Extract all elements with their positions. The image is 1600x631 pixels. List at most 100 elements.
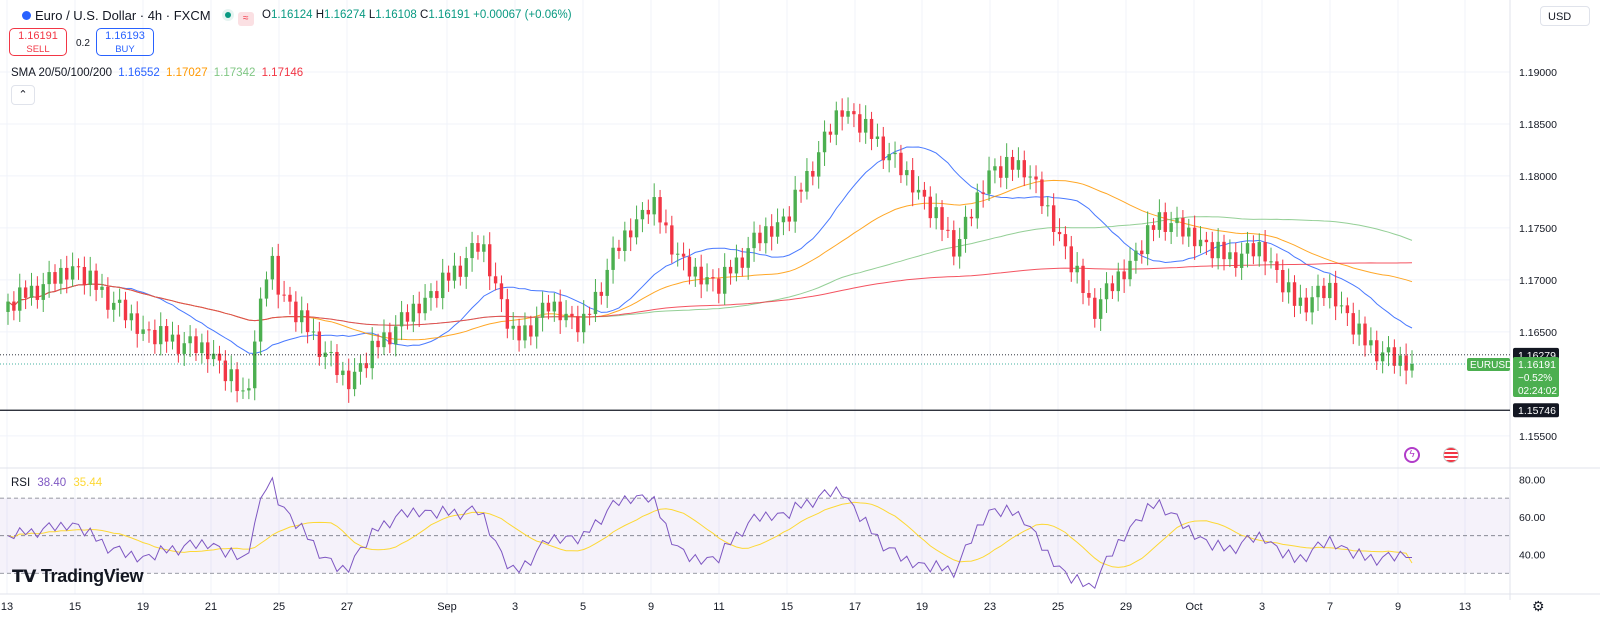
candle-up: [775, 222, 780, 237]
candle-down: [235, 369, 239, 392]
candle-up: [675, 253, 680, 255]
candle-down: [288, 294, 292, 302]
buy-label: BUY: [115, 44, 135, 55]
candle-down: [910, 170, 915, 193]
candle-down: [335, 351, 339, 376]
sell-button[interactable]: 1.16191 SELL: [9, 28, 67, 56]
candle-up: [722, 266, 727, 294]
candle-up: [182, 343, 186, 354]
candle-up: [1310, 297, 1314, 313]
candle-down: [1392, 347, 1397, 366]
candle-down: [787, 216, 792, 222]
candle-up: [112, 302, 116, 310]
candle-down: [852, 111, 856, 115]
candle-down: [740, 257, 745, 268]
x-tick-label: 19: [137, 601, 149, 613]
rsi-line: [7, 476, 1412, 590]
x-tick-label: 7: [1327, 601, 1333, 613]
candle-up: [623, 230, 627, 252]
candle-up: [141, 329, 145, 334]
candle-down: [758, 232, 762, 244]
collapse-legend-button[interactable]: ⌃: [11, 85, 35, 105]
x-tick-label: 9: [1395, 601, 1401, 613]
candle-up: [411, 303, 416, 322]
sma50-line: [7, 179, 1413, 341]
candle-up: [211, 353, 216, 360]
candle-up: [987, 170, 991, 194]
last-price-label: 1.16191: [1518, 359, 1556, 371]
candle-up: [1410, 363, 1414, 371]
x-tick-label: 19: [916, 601, 928, 613]
candle-up: [1316, 285, 1320, 298]
symbol-title-text: Euro / U.S. Dollar · 4h · FXCM: [35, 8, 211, 23]
settings-gear-icon[interactable]: ⚙: [1532, 598, 1545, 614]
candle-up: [634, 219, 639, 238]
lightning-event-icon[interactable]: ϟ: [1404, 447, 1420, 463]
rsi-legend[interactable]: RSI 38.40 35.44: [11, 477, 102, 489]
us-flag-icon[interactable]: [1443, 447, 1459, 463]
candle-down: [899, 152, 903, 176]
x-tick-label: 13: [1459, 601, 1471, 613]
candle-up: [1004, 156, 1009, 178]
candle-down: [1051, 205, 1056, 232]
candle-up: [540, 302, 545, 318]
y-tick-label: 1.18000: [1519, 171, 1557, 183]
candle-up: [781, 216, 786, 223]
candle-up: [887, 154, 891, 161]
candle-up: [464, 258, 468, 277]
candle-down: [223, 360, 228, 382]
candle-down: [12, 301, 16, 311]
symbol-tag-bg: [1467, 357, 1510, 371]
candle-up: [834, 110, 839, 135]
candle-down: [617, 247, 621, 252]
candle-down: [123, 299, 128, 321]
candle-down: [1057, 231, 1062, 235]
candle-up: [846, 111, 850, 117]
candle-up: [1098, 299, 1103, 319]
change-value: +0.00067 (+0.06%): [473, 9, 572, 21]
buy-button[interactable]: 1.16193 BUY: [96, 28, 154, 56]
candle-up: [652, 197, 656, 215]
fxcm-logo-icon: [22, 11, 31, 20]
tradingview-logo: 𝗧𝗩 TradingView: [12, 566, 144, 587]
candle-down: [276, 255, 280, 295]
candle-up: [229, 369, 233, 382]
candle-up: [341, 370, 345, 376]
x-tick-label: 29: [1120, 601, 1132, 613]
close-label: C: [420, 9, 429, 21]
candle-up: [975, 192, 979, 219]
y-tick-label: 1.19000: [1519, 67, 1557, 79]
candle-up: [470, 243, 474, 259]
symbol-title[interactable]: Euro / U.S. Dollar · 4h · FXCM ≈: [22, 8, 254, 26]
compare-icon[interactable]: ≈: [237, 12, 254, 26]
countdown-label: 02:24:02: [1518, 386, 1557, 397]
candle-up: [241, 390, 245, 392]
candle-down: [1304, 297, 1308, 313]
candle-down: [347, 370, 351, 390]
support-line-label: 1.15746: [1518, 405, 1556, 417]
candle-down: [417, 303, 421, 314]
candle-up: [352, 371, 357, 390]
x-tick-label: 9: [648, 601, 654, 613]
candle-up: [253, 341, 257, 389]
candle-up: [394, 326, 398, 345]
candle-up: [129, 313, 134, 321]
candle-down: [206, 342, 210, 360]
candle-down: [1363, 323, 1367, 346]
candle-up: [1028, 176, 1032, 178]
candle-up: [1175, 217, 1179, 224]
candle-down: [435, 291, 439, 299]
candle-down: [570, 313, 574, 317]
candle-up: [1298, 297, 1303, 306]
candle-down: [811, 170, 815, 177]
currency-button[interactable]: USD: [1540, 6, 1590, 26]
x-tick-label: 5: [580, 601, 586, 613]
sma-legend[interactable]: SMA 20/50/100/200 1.16552 1.17027 1.1734…: [11, 67, 303, 79]
candle-up: [482, 244, 486, 252]
candle-up: [1369, 340, 1373, 346]
candle-up: [993, 166, 997, 171]
candle-down: [1375, 340, 1379, 362]
candle-down: [664, 222, 668, 226]
candle-up: [264, 279, 269, 299]
